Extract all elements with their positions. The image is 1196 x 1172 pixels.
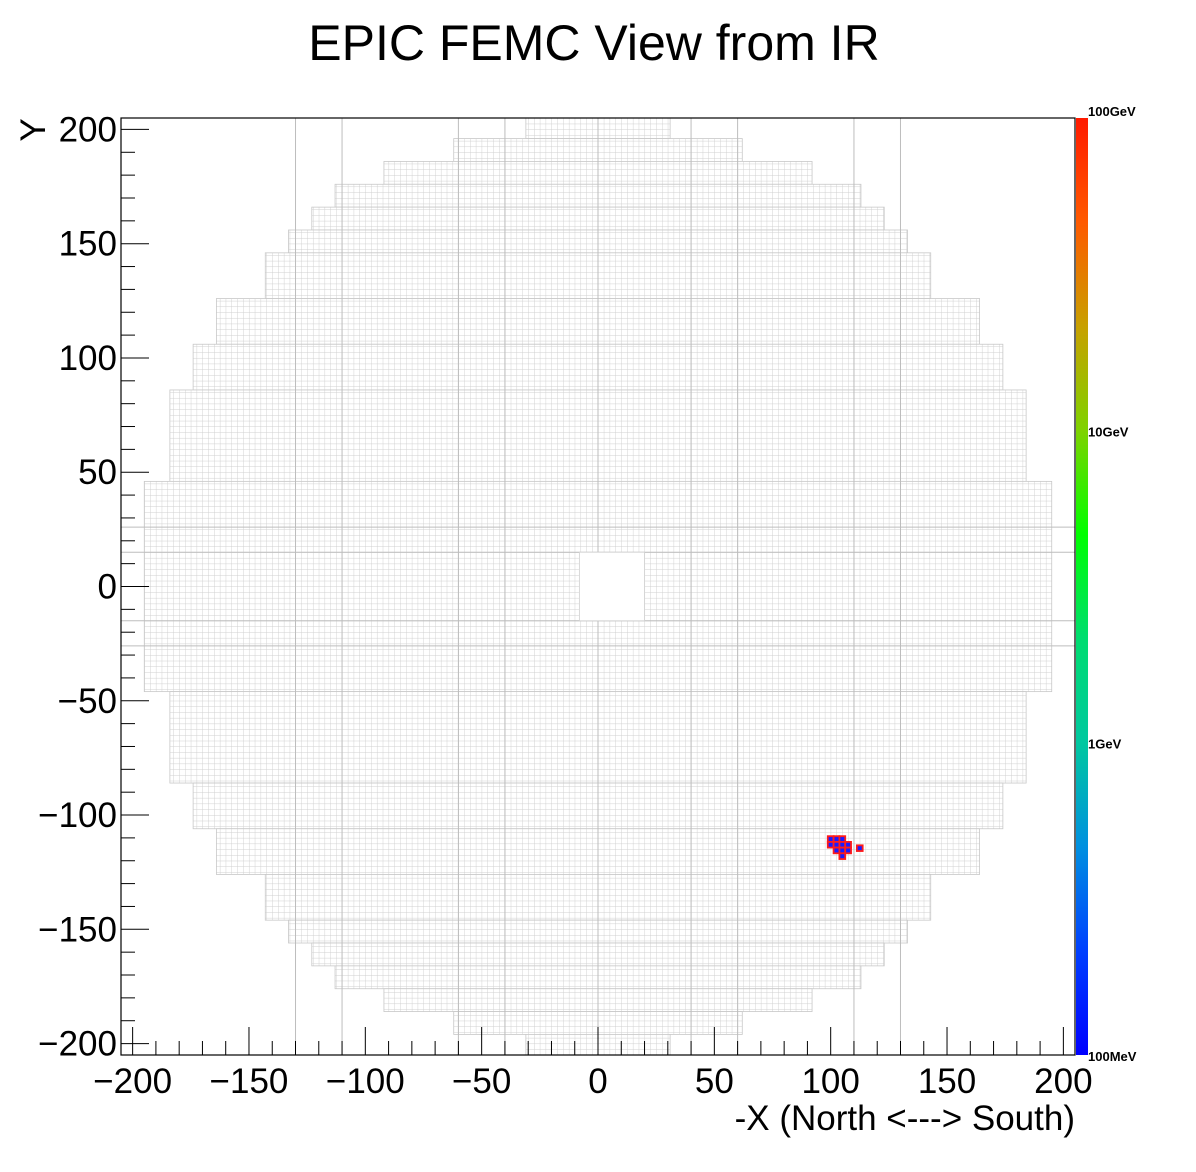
y-tick-label: 100 [59,339,117,378]
y-tick-label: −150 [38,910,117,949]
y-tick-label: −200 [38,1025,117,1064]
beam-hole [578,551,645,622]
y-axis: −200 −150 −100 −50 0 50 100 150 200 [38,110,149,1064]
y-tick-label: 150 [59,225,117,264]
energy-hits [826,835,864,860]
y-axis-title: Y [14,118,53,141]
y-tick-label: 50 [78,453,117,492]
x-tick-label: 200 [1034,1062,1092,1101]
x-tick-label: 150 [918,1062,976,1101]
x-axis-title: -X (North <---> South) [735,1099,1075,1138]
x-tick-label: −100 [326,1062,405,1101]
chart-title: EPIC FEMC View from IR [308,15,879,71]
color-scale-label: 100MeV [1088,1049,1137,1064]
x-tick-label: 0 [588,1062,607,1101]
color-scale-label: 1GeV [1088,737,1122,752]
y-tick-label: −50 [58,682,117,721]
x-axis: −200 −150 −100 −50 0 50 100 150 200 [93,1027,1093,1101]
hit-cell [855,844,864,852]
detector-grid [121,118,1075,1055]
x-tick-label: −50 [452,1062,511,1101]
color-scale-bar [1076,118,1088,1055]
color-scale-label: 100GeV [1088,104,1136,119]
y-tick-label: 0 [98,568,117,607]
x-tick-label: 50 [695,1062,734,1101]
hit-cell [844,846,852,855]
x-tick-label: −150 [210,1062,289,1101]
y-tick-label: −100 [38,796,117,835]
hit-cell [838,852,847,860]
x-tick-label: 100 [801,1062,859,1101]
color-scale-labels: 100GeV 10GeV 1GeV 100MeV [1088,104,1137,1064]
x-tick-label: −200 [93,1062,172,1101]
color-scale-label: 10GeV [1088,424,1129,439]
y-tick-label: 200 [59,110,117,149]
